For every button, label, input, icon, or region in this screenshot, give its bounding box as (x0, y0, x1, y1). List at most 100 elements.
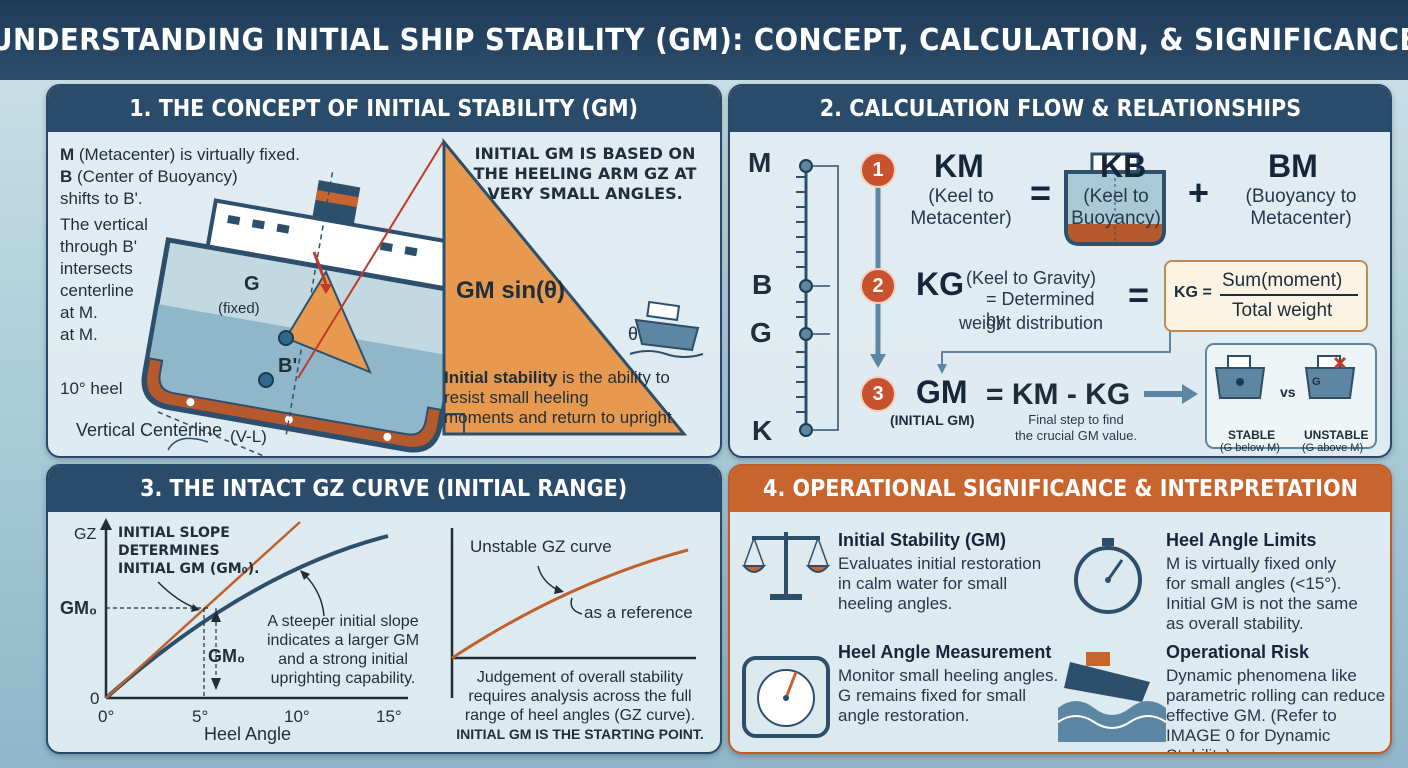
ship-in-waves-icon (1057, 652, 1167, 742)
panel-operational-header: 4. OPERATIONAL SIGNIFICANCE & INTERPRETA… (730, 466, 1390, 512)
stable-label: STABLE (1228, 428, 1276, 442)
card-measurement-line-1: Monitor small heeling angles. (838, 666, 1059, 685)
unstable-gz-curve (451, 548, 689, 660)
unstable-ship-icon (1304, 355, 1356, 399)
card-limits-line-1: M is virtually fixed only (1166, 554, 1337, 573)
callout-line (297, 141, 444, 379)
heel-triangle (284, 269, 372, 374)
inclinometer-icon (742, 656, 830, 738)
small-ship-icon (629, 300, 704, 358)
step-2-badge: 2 (860, 268, 896, 304)
judge-note-2: requires analysis across the full (468, 688, 692, 705)
card-limits-title: Heel Angle Limits (1166, 530, 1317, 550)
reference-label: as a reference (584, 603, 693, 622)
kg-formula-prefix: KG = (1174, 284, 1212, 301)
gz-curve (104, 534, 389, 700)
unstable-g-marker: G (1312, 376, 1321, 388)
m-description: (Metacenter) is virtually fixed. (74, 145, 300, 164)
panel-concept-header: 1. THE CONCEPT OF INITIAL STABILITY (GM) (48, 86, 720, 132)
heel-label: 10° heel (60, 379, 123, 398)
panel-calculation: 2. CALCULATION FLOW & RELATIONSHIPS (728, 84, 1392, 458)
kg-label: KG (916, 266, 964, 302)
page-title: UNDERSTANDING INITIAL SHIP STABILITY (GM… (0, 22, 1408, 58)
panel-operational: 4. OPERATIONAL SIGNIFICANCE & INTERPRETA… (728, 464, 1392, 754)
panel-calculation-title: 2. CALCULATION FLOW & RELATIONSHIPS (819, 96, 1301, 122)
step-1-badge: 1 (860, 152, 896, 188)
gz-right-triangle (442, 137, 688, 436)
panel-concept-title: 1. THE CONCEPT OF INITIAL STABILITY (GM) (129, 96, 639, 122)
panel-operational-title: 4. OPERATIONAL SIGNIFICANCE & INTERPRETA… (762, 476, 1358, 502)
card-measurement-line-3: angle restoration. (838, 706, 970, 725)
bm-sub-1: (Buoyancy to (1245, 186, 1357, 207)
card-risk-line-4: IMAGE 0 for Dynamic Stability). (1166, 726, 1331, 752)
title-bar: UNDERSTANDING INITIAL SHIP STABILITY (GM… (0, 0, 1408, 80)
origin-label: 0 (90, 689, 100, 708)
slope-note-1: INITIAL SLOPE (118, 525, 230, 541)
scale-label-b: B (752, 269, 773, 300)
kb-hull-icon (1064, 152, 1166, 246)
callout-line-1: INITIAL GM IS BASED ON (474, 144, 696, 163)
unstable-sub: (G above M) (1302, 442, 1364, 454)
definition-rest-2: resist small heeling (444, 388, 589, 407)
centerline-label: Vertical Centerline (76, 420, 223, 440)
card-risk-line-2: parametric rolling can reduce (1166, 686, 1386, 705)
gz-curve-chart (100, 518, 696, 700)
km-sub-1: (Keel to (928, 186, 994, 207)
starting-point-note: INITIAL GM IS THE STARTING POINT. (456, 726, 704, 742)
judge-note-3: range of heel angles (GZ curve). (464, 707, 696, 724)
scale-label-k: K (752, 415, 773, 446)
vertical-line-3: intersects (60, 259, 133, 278)
shift-text: shifts to B'. (60, 189, 143, 208)
stable-ship-icon (1214, 355, 1266, 399)
card-gm-title: Initial Stability (GM) (838, 530, 1007, 550)
judge-note-1: Judgement of overall stability (476, 669, 684, 686)
card-measurement-line-2: G remains fixed for small (838, 686, 1026, 705)
kg-sub-2: = Determined by (986, 289, 1095, 330)
vertical-line-2: through B' (60, 237, 137, 256)
bm-label: BM (1268, 148, 1318, 184)
vs-label: vs (1280, 384, 1296, 400)
steep-note-2: indicates a larger GM (266, 632, 420, 649)
kg-sub-1: (Keel to Gravity) (966, 268, 1097, 288)
gm0-mid-label: GM₀ (208, 646, 246, 666)
card-risk-line-3: effective GM. (Refer to (1166, 706, 1337, 725)
card-risk-title: Operational Risk (1166, 642, 1310, 662)
kg-formula-box: KG = Sum(moment) Total weight (1164, 260, 1368, 332)
m-label: M (60, 145, 75, 164)
card-limits-line-3: Initial GM is not the same (1166, 594, 1358, 613)
kg-denominator: Total weight (1232, 300, 1333, 321)
x-axis-label: Heel Angle (204, 724, 292, 744)
definition-rest-3: moments and return to upright. (444, 408, 677, 427)
gm-label: GM (916, 374, 968, 410)
panel-gz-curve-header: 3. THE INTACT GZ CURVE (INITIAL RANGE) (48, 466, 720, 512)
card-limits-line-4: as overall stability. (1166, 614, 1304, 633)
panel-calculation-header: 2. CALCULATION FLOW & RELATIONSHIPS (730, 86, 1390, 132)
b-prime-point (258, 372, 274, 388)
km-label: KM (934, 148, 984, 184)
initial-slope-line (105, 521, 301, 699)
stopwatch-icon (1074, 538, 1142, 614)
unstable-curve-label: Unstable GZ curve (470, 537, 612, 556)
kb-label: KB (1100, 148, 1147, 184)
steep-note-1: A steeper initial slope (267, 613, 419, 630)
theta-label: θ (628, 324, 639, 344)
final-note-1: Final step to find (1028, 412, 1124, 427)
scale-label-m: M (748, 147, 772, 178)
vertical-line-6: at M. (60, 325, 98, 344)
km-equals: = (1030, 172, 1052, 213)
kg-equals: = (1128, 274, 1150, 315)
operational-icons (741, 532, 1167, 742)
vertical-line-5: at M. (60, 303, 98, 322)
calculation-flow-diagram (796, 152, 1377, 449)
card-gm-line-1: Evaluates initial restoration (838, 554, 1042, 573)
card-limits-line-2: for small angles (<15°). (1166, 574, 1342, 593)
kb-sub-1: (Keel to (1083, 186, 1149, 207)
vl-label: (V-L) (230, 427, 267, 446)
final-note-2: the crucial GM value. (1014, 428, 1138, 443)
vertical-line-1: The vertical (60, 215, 148, 234)
plus-sign: + (1188, 172, 1210, 213)
callout-line-3: VERY SMALL ANGLES. (487, 184, 683, 203)
gm-sin-label: GM sin(θ) (456, 277, 565, 304)
g-point (278, 330, 294, 346)
gz-arrow (312, 251, 328, 285)
